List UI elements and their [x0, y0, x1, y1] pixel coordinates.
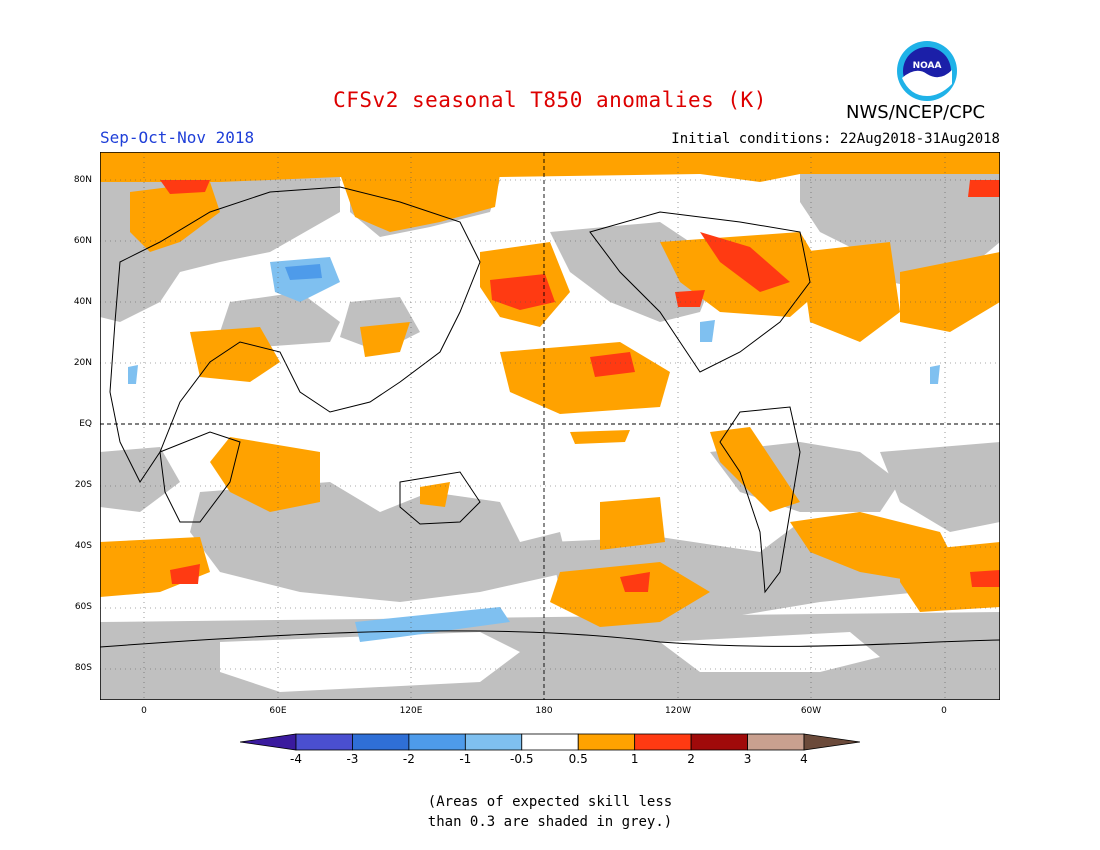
- lat-label-40s: 40S: [74, 541, 92, 551]
- colorbar-label: -1: [459, 752, 472, 766]
- lon-label-180: 180: [535, 706, 553, 716]
- colorbar-right-arrow: [803, 733, 860, 751]
- lat-label-20n: 20N: [73, 358, 92, 368]
- colorbar-label: 2: [687, 752, 695, 766]
- noaa-logo-text: NOAA: [913, 61, 942, 71]
- anomaly-map: [100, 152, 1000, 700]
- lat-label-80n: 80N: [73, 175, 92, 185]
- colorbar-label: -3: [346, 752, 359, 766]
- colorbar-bin: [464, 733, 523, 751]
- lon-label-60e: 60E: [269, 706, 287, 716]
- lon-label-60w: 60W: [800, 706, 822, 716]
- skill-note: (Areas of expected skill less than 0.3 a…: [0, 792, 1100, 832]
- colorbar-label: 3: [743, 752, 752, 766]
- lat-label-80s: 80S: [74, 663, 92, 673]
- noaa-logo: NOAA: [897, 41, 957, 101]
- lat-label-40n: 40N: [73, 297, 92, 307]
- colorbar-label: 0.5: [568, 752, 588, 766]
- colorbar-label: -0.5: [510, 752, 534, 766]
- colorbar-left-arrow: [240, 733, 297, 751]
- warm-anomaly-shading: [100, 152, 1000, 627]
- initial-conditions: Initial conditions: 22Aug2018-31Aug2018: [671, 131, 1000, 147]
- strong-warm-shading: [160, 180, 1000, 592]
- colorbar-bin: [352, 733, 410, 751]
- map-title: CFSv2 seasonal T850 anomalies (K): [333, 88, 767, 112]
- coastlines: [100, 186, 1000, 648]
- colorbar-label: 1: [630, 752, 639, 766]
- lon-label-0-east: 0: [941, 706, 947, 716]
- skill-note-line2: than 0.3 are shaded in grey.): [427, 814, 673, 830]
- colorbar-label: -2: [402, 752, 415, 766]
- color-scale-bar: [240, 733, 860, 751]
- colorbar-bin: [747, 733, 805, 751]
- colorbar-bin: [408, 733, 466, 751]
- lon-label-120w: 120W: [664, 706, 692, 716]
- forecast-period: Sep-Oct-Nov 2018: [100, 128, 255, 147]
- colorbar-bin: [295, 733, 353, 751]
- colorbar-label: -4: [290, 752, 302, 766]
- skill-note-line1: (Areas of expected skill less: [427, 794, 673, 810]
- colorbar-label: 4: [800, 752, 808, 766]
- lon-label-0-west: 0: [141, 706, 147, 716]
- lat-label-eq: EQ: [79, 419, 92, 429]
- lat-label-60s: 60S: [74, 602, 92, 612]
- lat-label-60n: 60N: [73, 236, 92, 246]
- colorbar-bin: [577, 733, 636, 751]
- lon-label-120e: 120E: [399, 706, 423, 716]
- reference-lines: [100, 152, 1000, 700]
- colorbar-bin: [521, 733, 579, 751]
- colorbar-bin: [634, 733, 692, 751]
- grid-lines: [100, 152, 1000, 700]
- lat-label-20s: 20S: [74, 480, 92, 490]
- agency-name: NWS/NCEP/CPC: [846, 102, 986, 123]
- colorbar-bin: [690, 733, 748, 751]
